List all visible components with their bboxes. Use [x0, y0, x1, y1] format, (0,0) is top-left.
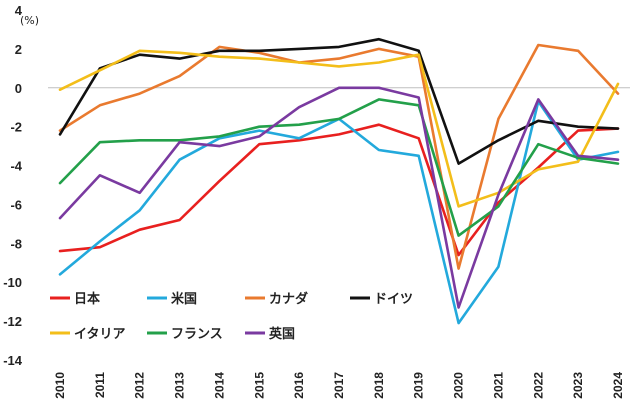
x-tick-label: 2018: [372, 372, 386, 399]
y-tick-label: -14: [3, 353, 23, 368]
x-tick-label: 2013: [173, 372, 187, 399]
legend-label: 英国: [268, 326, 295, 342]
x-tick-label: 2011: [93, 372, 107, 398]
series-line-4: [58, 49, 620, 208]
legend-label: イタリア: [74, 327, 125, 342]
y-tick-label: -12: [3, 314, 22, 329]
y-tick-label: 4: [15, 3, 23, 18]
x-tick-label: 2021: [491, 372, 505, 399]
y-tick-label: -6: [10, 197, 22, 212]
x-tick-label: 2010: [53, 372, 67, 399]
x-tick-label: 2017: [332, 372, 346, 399]
y-tick-label: -4: [10, 159, 22, 174]
x-tick-label: 2015: [252, 372, 266, 399]
y-tick-label: -2: [10, 120, 22, 135]
legend-label: カナダ: [269, 291, 308, 307]
x-tick-label: 2023: [571, 372, 585, 399]
legend-label: ドイツ: [374, 292, 413, 307]
series-line-6: [58, 86, 620, 309]
y-tick-label: 0: [15, 81, 22, 96]
y-tick-label: 2: [15, 42, 22, 57]
y-axis-ticks: 4 2 0 -2 -4 -6 -8 -10 -12 -14: [3, 3, 23, 368]
x-tick-label: 2016: [292, 372, 306, 399]
series-line-2: [58, 43, 620, 270]
x-axis-ticks: 2010 2011 2012 2013 2014 2015 2016 2017 2018 2019…: [53, 372, 625, 399]
series-line-5: [58, 98, 620, 237]
x-tick-label: 2012: [133, 372, 147, 399]
series-lines: [58, 37, 620, 325]
y-tick-label: -10: [3, 275, 22, 290]
legend-label: フランス: [171, 327, 223, 342]
x-tick-label: 2024: [611, 372, 625, 399]
x-tick-label: 2022: [531, 372, 545, 399]
y-tick-label: -8: [10, 236, 22, 251]
legend-label: 日本: [74, 291, 100, 307]
legend-label: 米国: [171, 291, 197, 307]
y-unit-label: (%): [20, 14, 39, 27]
series-line-3: [58, 37, 620, 165]
x-tick-label: 2019: [412, 372, 426, 399]
x-tick-label: 2014: [212, 372, 226, 399]
x-tick-label: 2020: [452, 372, 466, 399]
series-line-0: [58, 123, 620, 257]
